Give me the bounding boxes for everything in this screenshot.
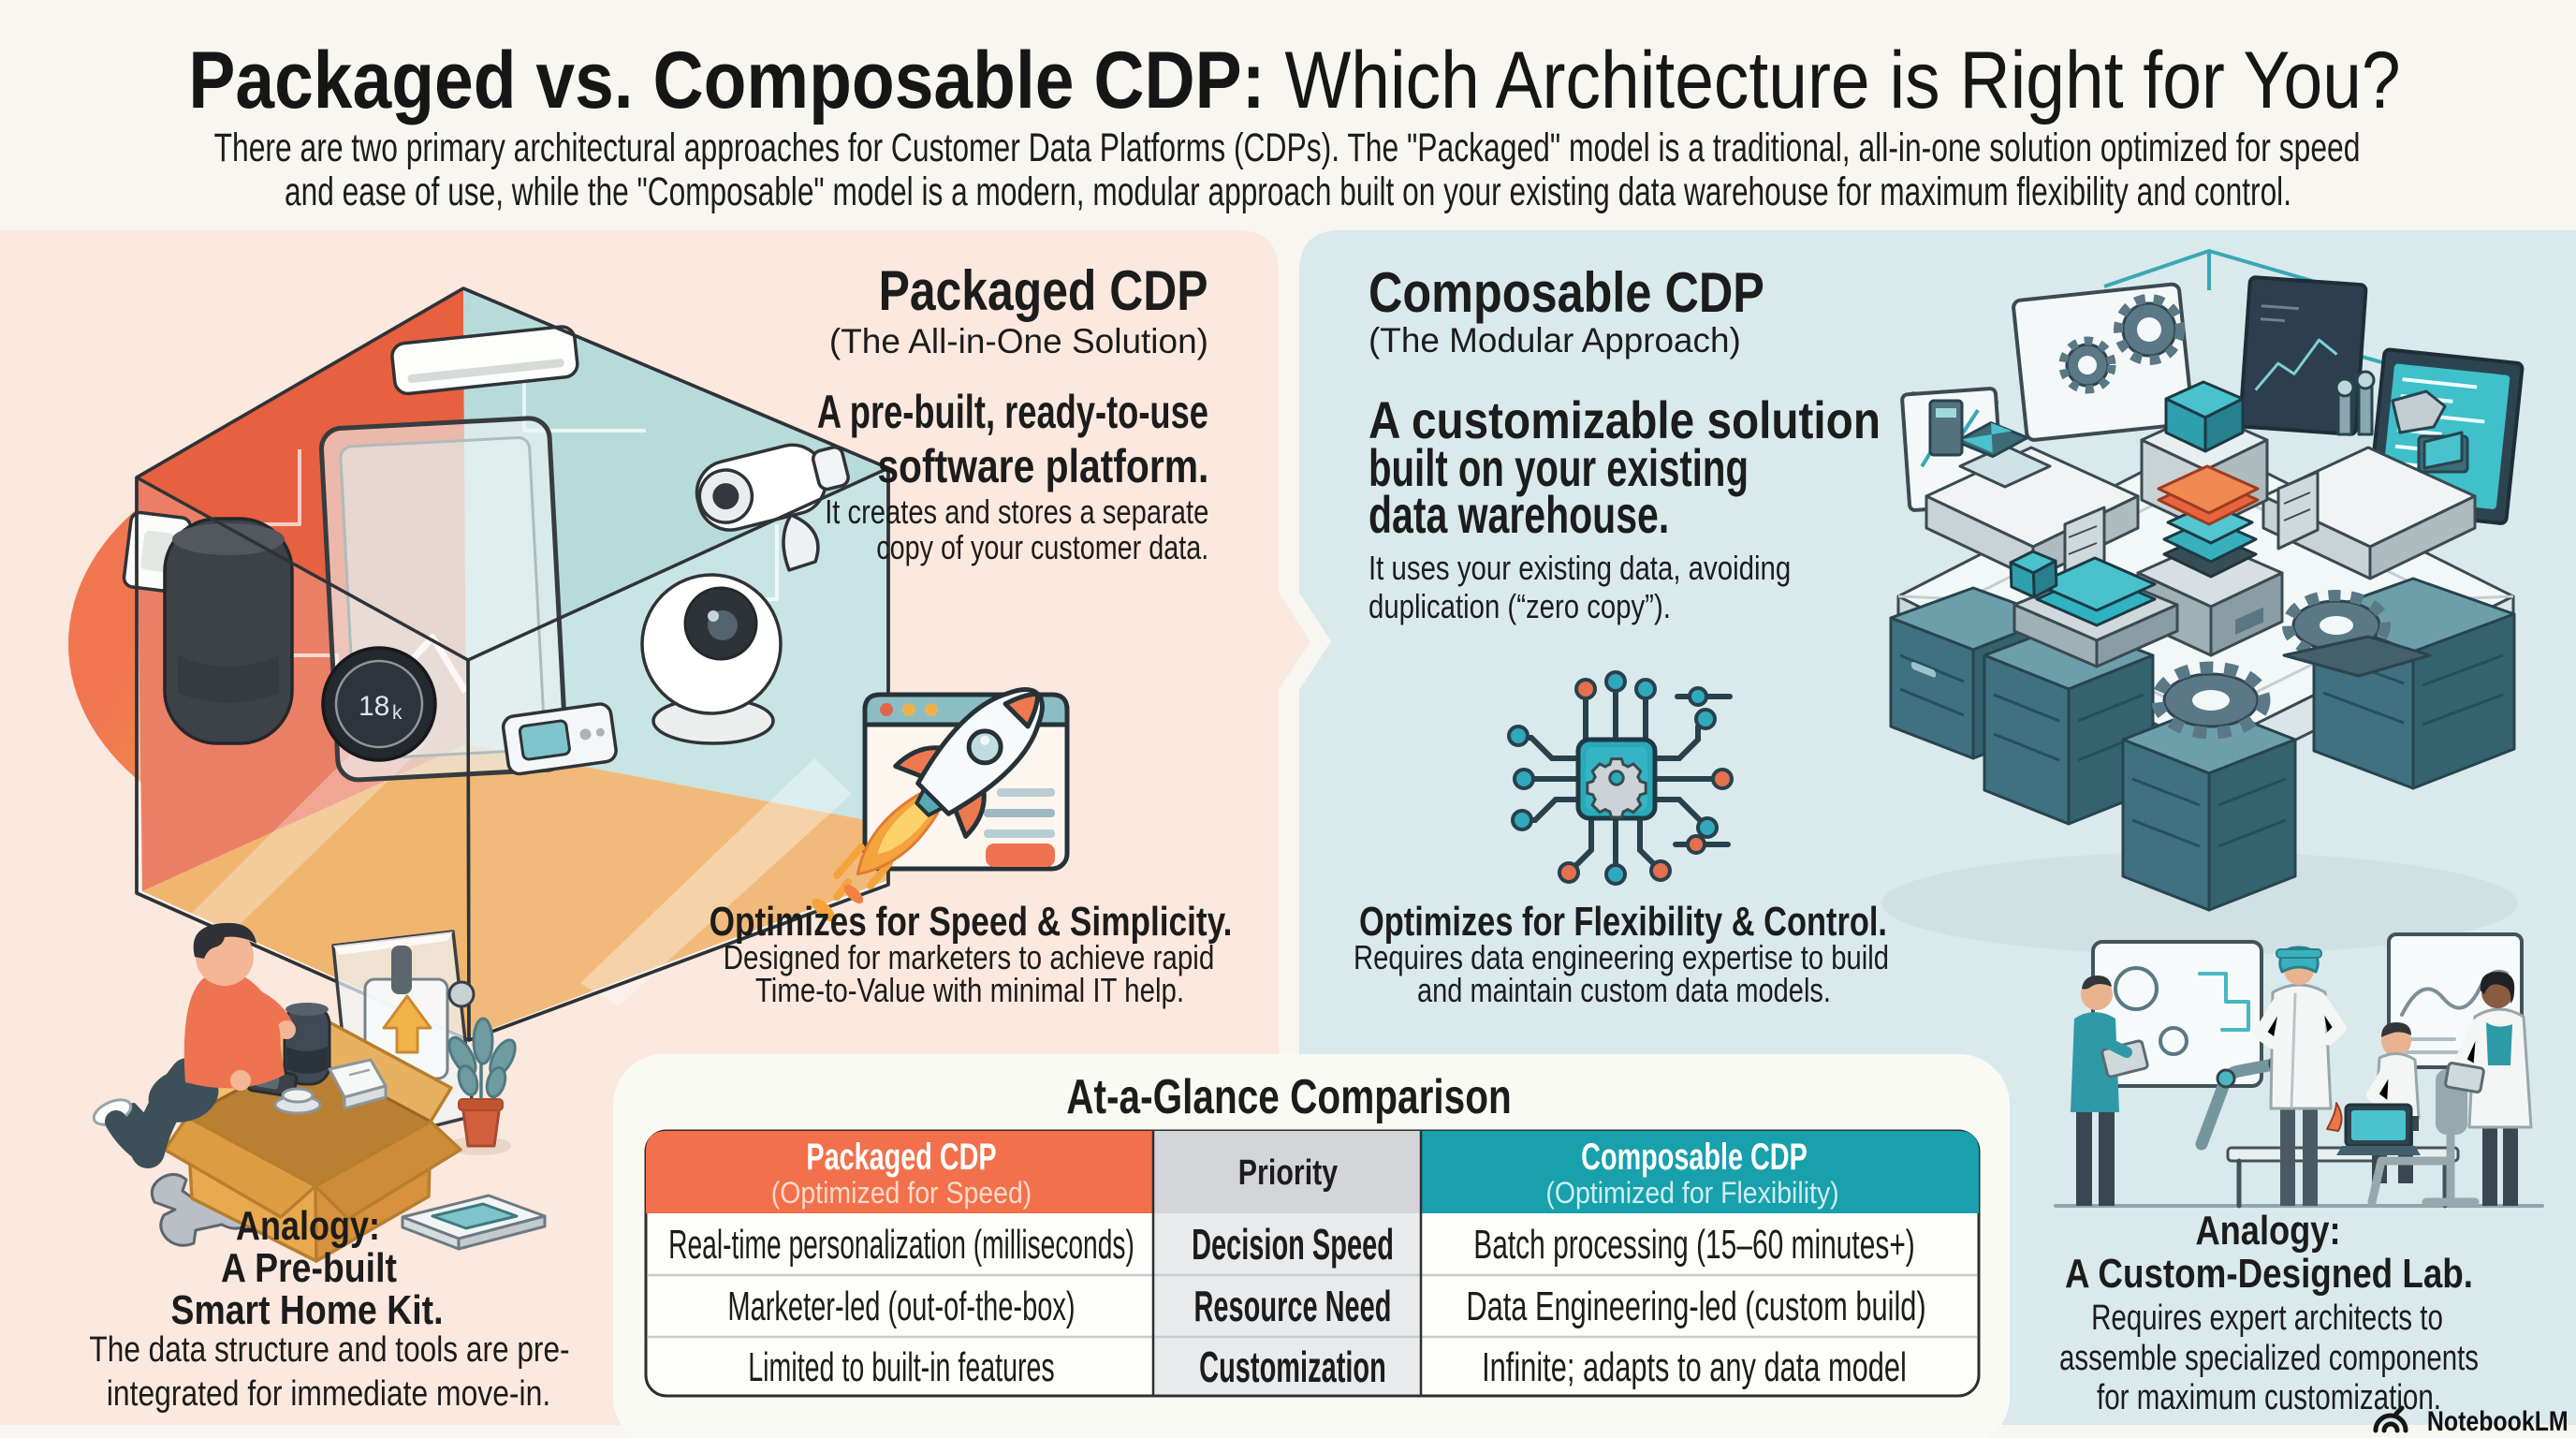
svg-text:18: 18 <box>359 691 389 722</box>
svg-text:k: k <box>392 702 402 724</box>
